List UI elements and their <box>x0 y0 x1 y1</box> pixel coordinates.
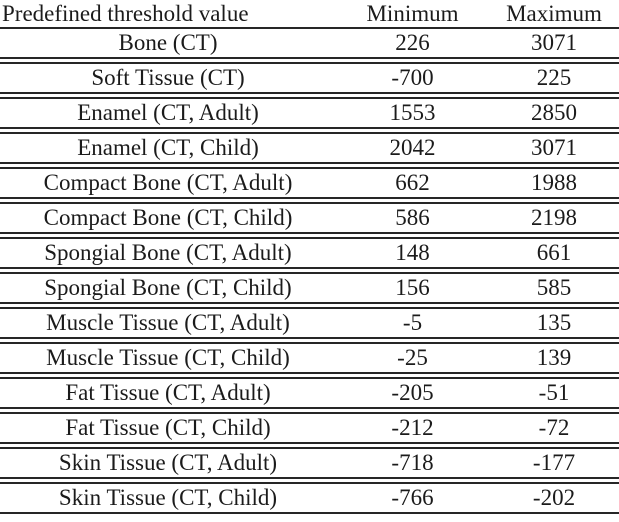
table-row: Soft Tissue (CT) -700 225 <box>0 62 619 94</box>
max-value-cell: -51 <box>489 377 619 409</box>
table-header-row: Predefined threshold value Minimum Maxim… <box>0 3 619 24</box>
min-value-cell: 586 <box>336 202 489 234</box>
min-value-cell: 662 <box>336 167 489 199</box>
min-value-cell: -205 <box>336 377 489 409</box>
min-value-cell: -718 <box>336 447 489 479</box>
max-value-cell: -202 <box>489 482 619 514</box>
min-value-cell: 226 <box>336 27 489 59</box>
table-row: Muscle Tissue (CT, Child) -25 139 <box>0 342 619 374</box>
table-row: Enamel (CT, Child) 2042 3071 <box>0 132 619 164</box>
threshold-name-cell: Compact Bone (CT, Child) <box>0 202 336 234</box>
threshold-name-cell: Skin Tissue (CT, Child) <box>0 482 336 514</box>
threshold-name-cell: Bone (CT) <box>0 27 336 59</box>
threshold-name-cell: Fat Tissue (CT, Adult) <box>0 377 336 409</box>
table-row: Spongial Bone (CT, Adult) 148 661 <box>0 237 619 269</box>
threshold-name-cell: Spongial Bone (CT, Adult) <box>0 237 336 269</box>
min-value-cell: 1553 <box>336 97 489 129</box>
column-header-threshold-name: Predefined threshold value <box>2 3 249 24</box>
min-value-cell: -766 <box>336 482 489 514</box>
table-row: Muscle Tissue (CT, Adult) -5 135 <box>0 307 619 339</box>
column-header-maximum: Maximum <box>506 3 602 24</box>
min-value-cell: 148 <box>336 237 489 269</box>
min-value-cell: -212 <box>336 412 489 444</box>
max-value-cell: 3071 <box>489 132 619 164</box>
threshold-name-cell: Fat Tissue (CT, Child) <box>0 412 336 444</box>
max-value-cell: 661 <box>489 237 619 269</box>
table-row: Compact Bone (CT, Adult) 662 1988 <box>0 167 619 199</box>
table-row: Enamel (CT, Adult) 1553 2850 <box>0 97 619 129</box>
table-row: Bone (CT) 226 3071 <box>0 27 619 59</box>
threshold-name-cell: Compact Bone (CT, Adult) <box>0 167 336 199</box>
threshold-name-cell: Enamel (CT, Adult) <box>0 97 336 129</box>
table-row: Fat Tissue (CT, Child) -212 -72 <box>0 412 619 444</box>
max-value-cell: 2850 <box>489 97 619 129</box>
min-value-cell: 156 <box>336 272 489 304</box>
max-value-cell: 139 <box>489 342 619 374</box>
min-value-cell: -700 <box>336 62 489 94</box>
column-header-minimum: Minimum <box>366 3 459 24</box>
threshold-name-cell: Soft Tissue (CT) <box>0 62 336 94</box>
table-row: Compact Bone (CT, Child) 586 2198 <box>0 202 619 234</box>
max-value-cell: 225 <box>489 62 619 94</box>
max-value-cell: 2198 <box>489 202 619 234</box>
threshold-name-cell: Muscle Tissue (CT, Child) <box>0 342 336 374</box>
table-row: Skin Tissue (CT, Child) -766 -202 <box>0 482 619 514</box>
threshold-name-cell: Enamel (CT, Child) <box>0 132 336 164</box>
max-value-cell: 585 <box>489 272 619 304</box>
table-row: Spongial Bone (CT, Child) 156 585 <box>0 272 619 304</box>
max-value-cell: -177 <box>489 447 619 479</box>
threshold-name-cell: Muscle Tissue (CT, Adult) <box>0 307 336 339</box>
max-value-cell: 3071 <box>489 27 619 59</box>
min-value-cell: 2042 <box>336 132 489 164</box>
table-row: Skin Tissue (CT, Adult) -718 -177 <box>0 447 619 479</box>
max-value-cell: 1988 <box>489 167 619 199</box>
threshold-name-cell: Spongial Bone (CT, Child) <box>0 272 336 304</box>
max-value-cell: -72 <box>489 412 619 444</box>
table-row: Fat Tissue (CT, Adult) -205 -51 <box>0 377 619 409</box>
min-value-cell: -5 <box>336 307 489 339</box>
max-value-cell: 135 <box>489 307 619 339</box>
min-value-cell: -25 <box>336 342 489 374</box>
threshold-name-cell: Skin Tissue (CT, Adult) <box>0 447 336 479</box>
